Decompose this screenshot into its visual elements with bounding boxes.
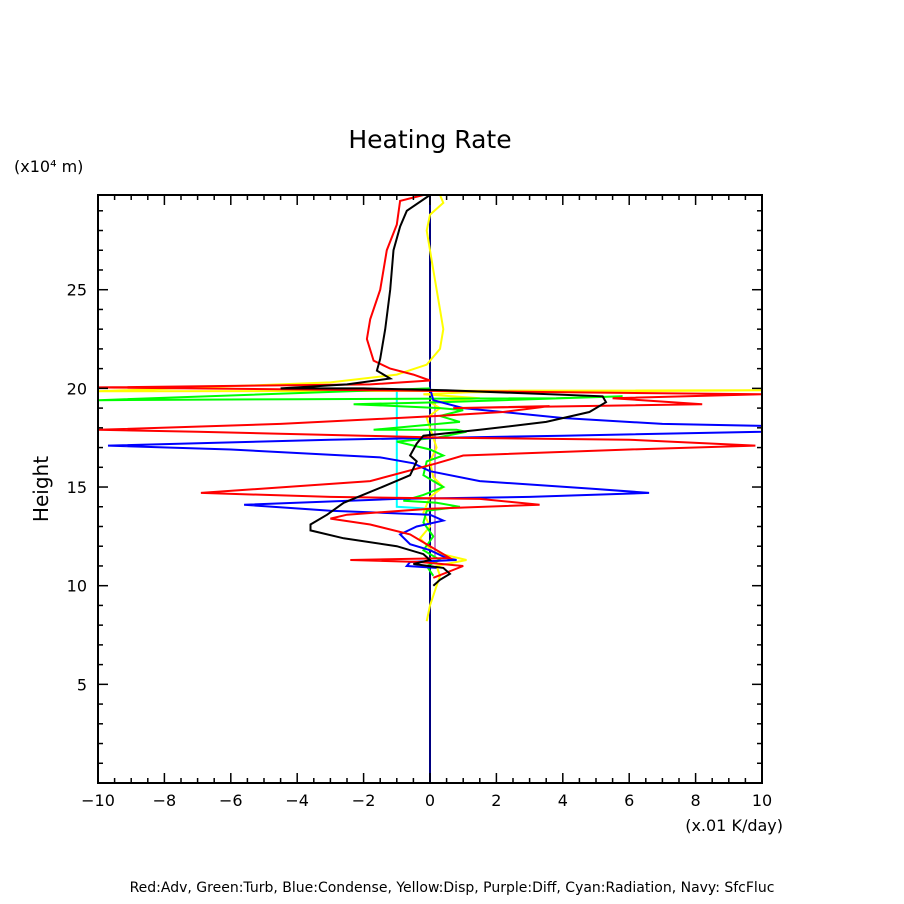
x-tick-label: 4 — [558, 791, 568, 810]
series-line-turb — [97, 387, 623, 577]
x-tick-label: 0 — [425, 791, 435, 810]
y-tick-label: 20 — [67, 379, 87, 398]
axes-layer: −10 −8 −6 −4 −2 0 2 4 6 8 10 5 10 15 20 25 — [67, 194, 772, 810]
legend-text: Red:Adv, Green:Turb, Blue:Condense, Yell… — [130, 880, 775, 896]
x-tick-label: 6 — [624, 791, 634, 810]
chart-title: Heating Rate — [348, 125, 511, 154]
x-tick-label: −8 — [153, 791, 177, 810]
x-tick-label: −10 — [81, 791, 115, 810]
x-tick-label: 2 — [491, 791, 501, 810]
y-tick-label: 25 — [67, 281, 87, 300]
series-layer — [97, 194, 763, 783]
x-tick-label: −2 — [352, 791, 376, 810]
y-tick-label: 10 — [67, 577, 87, 596]
y-axis-label: Height — [29, 456, 53, 522]
x-tick-label: 10 — [752, 791, 772, 810]
x-tick-label: −4 — [285, 791, 309, 810]
y-unit-label: (x10⁴ m) — [14, 157, 83, 176]
x-tick-label: 8 — [691, 791, 701, 810]
y-tick-label: 5 — [77, 675, 87, 694]
series-line-adv — [97, 194, 763, 579]
x-tick-label: −6 — [219, 791, 243, 810]
y-tick-label: 15 — [67, 478, 87, 497]
series-line-total — [280, 194, 608, 587]
x-axis-label: (x.01 K/day) — [685, 816, 783, 835]
